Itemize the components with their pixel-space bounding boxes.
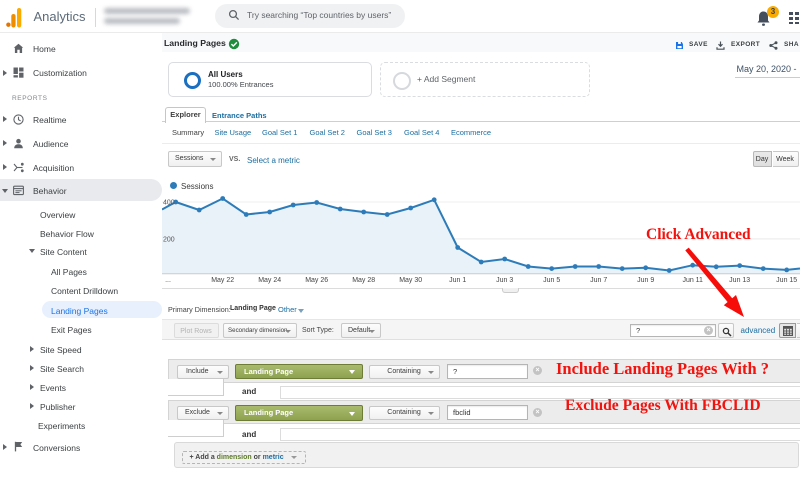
svg-text:Jun 9: Jun 9 [637, 277, 654, 284]
svg-text:Jun 7: Jun 7 [590, 277, 607, 284]
svg-text:May 26: May 26 [305, 277, 328, 284]
svg-text:May 28: May 28 [352, 277, 375, 284]
svg-text:Jun 11: Jun 11 [682, 277, 703, 284]
svg-text:400: 400 [163, 200, 175, 207]
svg-text:Jun 13: Jun 13 [729, 277, 750, 284]
svg-text:Jun 1: Jun 1 [449, 277, 466, 284]
svg-text:May 22: May 22 [211, 277, 234, 284]
svg-text:Jun 5: Jun 5 [543, 277, 560, 284]
svg-text:May 24: May 24 [258, 277, 281, 284]
svg-text:200: 200 [163, 236, 175, 243]
svg-text:May 30: May 30 [399, 277, 422, 284]
svg-text:Jun 15: Jun 15 [776, 277, 797, 284]
svg-text:...: ... [165, 277, 171, 284]
svg-text:Jun 3: Jun 3 [496, 277, 513, 284]
